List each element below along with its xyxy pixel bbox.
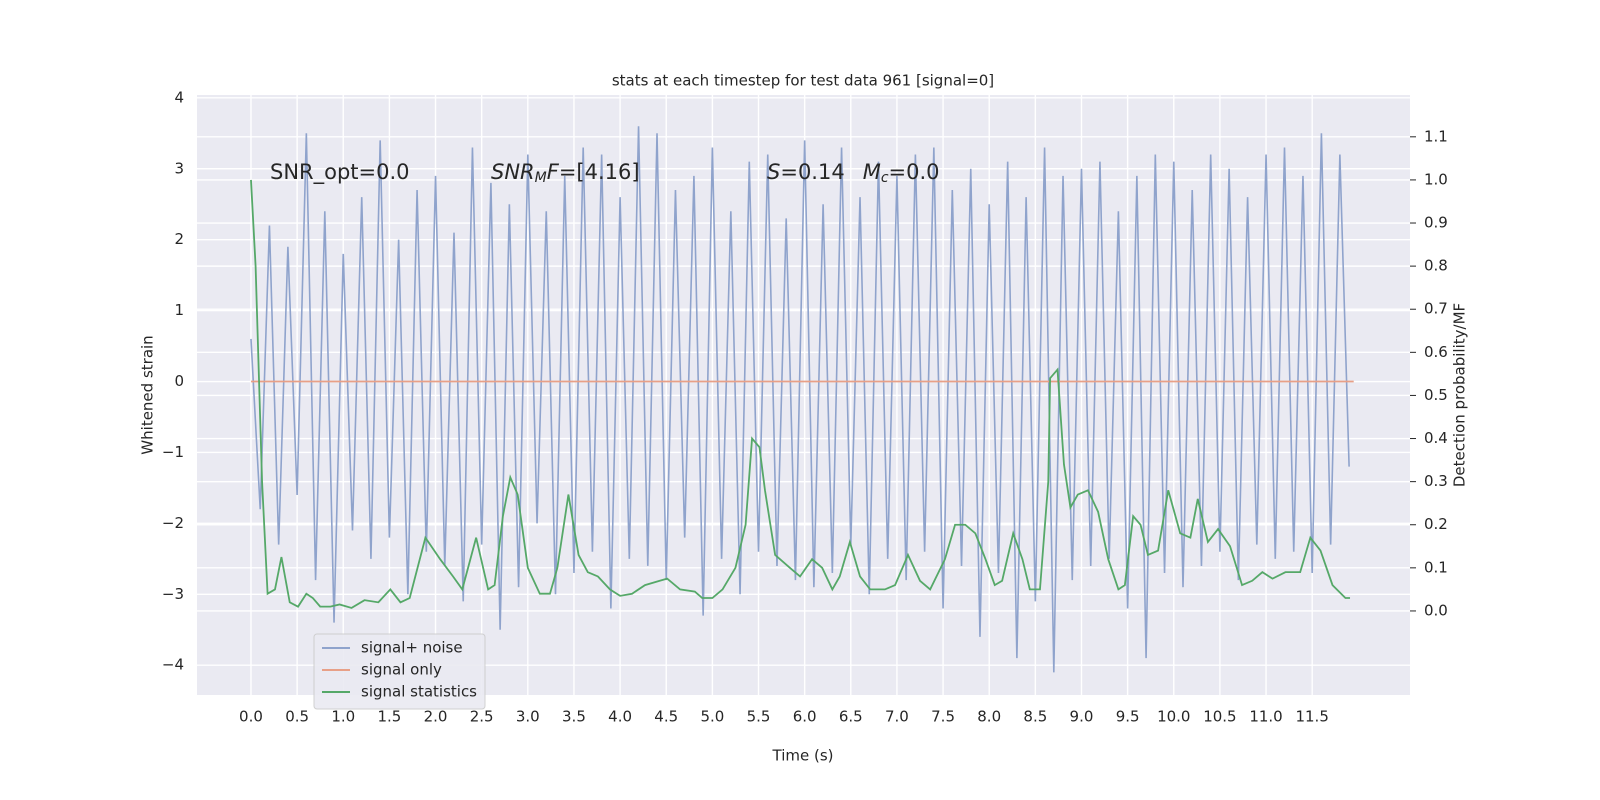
y-tick-label: −4 — [162, 656, 184, 674]
x-axis-label: Time (s) — [772, 747, 834, 765]
annotation-part: SNR_opt=0.0 — [270, 160, 410, 185]
y-tick-label: 3 — [174, 159, 184, 177]
x-tick-label: 1.0 — [331, 708, 355, 726]
x-tick-label: 2.5 — [470, 708, 494, 726]
annotation-part: =0.0 — [889, 160, 940, 184]
x-tick-label: 8.0 — [977, 708, 1001, 726]
y2-tick-label: 1.1 — [1424, 127, 1448, 145]
y2-axis-label: Detection probability/MF — [1451, 303, 1469, 487]
legend-label: signal statistics — [361, 683, 477, 701]
y-tick-label: 0 — [174, 372, 184, 390]
y2-tick-label: 0.2 — [1424, 515, 1448, 533]
labels: 0.0 0.5 1.0 1.5 2.0 2.5 3.0 3.5 4.0 4.5 5.0 5.5 6.0 6… — [162, 88, 1448, 725]
x-tick-label: 1.5 — [377, 708, 401, 726]
x-tick-label: 0.5 — [285, 708, 309, 726]
y-tick-label: −3 — [162, 585, 184, 603]
x-tick-label: 0.0 — [239, 708, 263, 726]
y2-tick-label: 0.9 — [1424, 214, 1448, 232]
y2-tick-label: 0.8 — [1424, 257, 1448, 275]
x-tick-label: 6.0 — [793, 708, 817, 726]
annotation-part: S — [767, 160, 780, 184]
annotation-part: =[4.16] — [559, 160, 640, 184]
annotation-part: =0.14 — [780, 160, 844, 184]
legend-box — [313, 633, 486, 710]
x-tick-label: 9.5 — [1116, 708, 1140, 726]
chart-title: stats at each timestep for test data 961… — [612, 72, 994, 90]
x-tick-label: 5.5 — [747, 708, 771, 726]
annotation-part: F — [547, 160, 560, 184]
y-tick-label: −2 — [162, 514, 184, 532]
x-tick-label: 4.5 — [654, 708, 678, 726]
x-tick-label: 10.5 — [1203, 708, 1236, 726]
x-tick-label: 11.5 — [1295, 708, 1328, 726]
y2-tick-label: 0.7 — [1424, 300, 1448, 318]
y2-tick-label: 0.6 — [1424, 343, 1448, 361]
y-tick-label: 1 — [174, 301, 184, 319]
y2-tick-label: 0.3 — [1424, 472, 1448, 490]
y2-tick-label: 0.1 — [1424, 558, 1448, 576]
annotation: SNRMF=[4.16] — [491, 160, 640, 186]
y2-tick-label: 1.0 — [1424, 170, 1448, 188]
x-tick-label: 9.0 — [1070, 708, 1094, 726]
annotation-part: SNR — [491, 160, 535, 184]
annotation: SNR_opt=0.0 — [270, 160, 410, 185]
annotation-part: M — [863, 160, 881, 184]
marks — [250, 126, 1354, 673]
y-axis-label: Whitened strain — [139, 335, 157, 454]
x-tick-label: 7.5 — [931, 708, 955, 726]
x-tick-label: 3.5 — [562, 708, 586, 726]
y-tick-label: 4 — [174, 88, 184, 106]
x-tick-label: 5.0 — [700, 708, 724, 726]
x-tick-label: 4.0 — [608, 708, 632, 726]
x-tick-label: 10.0 — [1157, 708, 1190, 726]
x-tick-label: 8.5 — [1023, 708, 1047, 726]
annotation: S=0.14 Mc=0.0 — [767, 160, 940, 186]
y-tick-label: 2 — [174, 230, 184, 248]
x-tick-label: 7.0 — [885, 708, 909, 726]
y2-tick-label: 0.4 — [1424, 429, 1448, 447]
series-line — [250, 179, 1351, 609]
y2-tick-label: 0.5 — [1424, 386, 1448, 404]
x-tick-label: 6.5 — [839, 708, 863, 726]
y2-tick-label: 0.0 — [1424, 601, 1448, 619]
x-tick-label: 3.0 — [516, 708, 540, 726]
y-tick-label: −1 — [162, 443, 184, 461]
x-tick-label: 2.0 — [424, 708, 448, 726]
annotation-part: M — [535, 170, 547, 186]
legend-label: signal only — [361, 661, 442, 679]
x-tick-label: 11.0 — [1249, 708, 1282, 726]
legend-label: signal+ noise — [361, 639, 463, 657]
annotation-part: c — [881, 170, 889, 186]
